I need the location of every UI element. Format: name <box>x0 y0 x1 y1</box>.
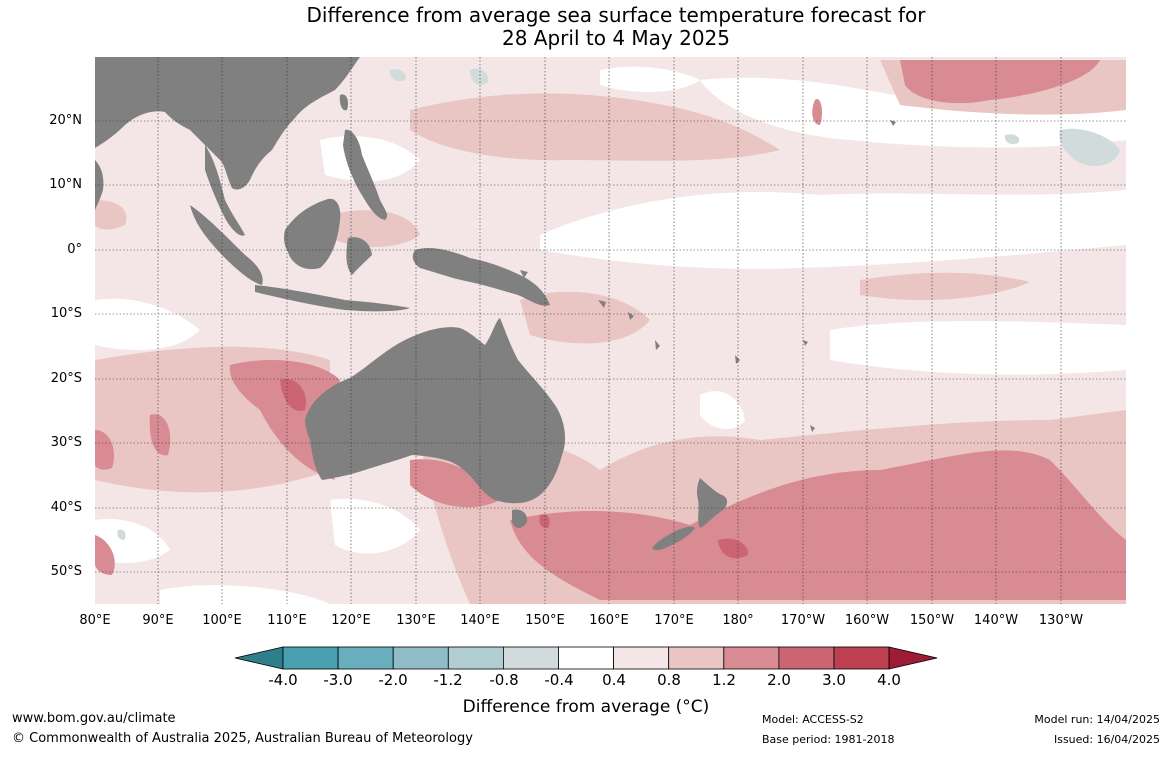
colorbar-segment <box>558 646 614 670</box>
lat-label-50s: 50°S <box>50 564 82 579</box>
new-zealand-north-island <box>696 478 728 528</box>
java-landmass <box>255 285 410 312</box>
lon-label-180: 180° <box>722 613 754 628</box>
colorbar-tick-label: -0.8 <box>489 671 519 689</box>
colorbar-tick-label: 0.8 <box>657 671 681 689</box>
colorbar-segment <box>833 646 890 670</box>
colorbar-title: Difference from average (°C) <box>462 697 710 717</box>
lon-label-150e: 150°E <box>525 613 565 628</box>
colorbar-tick-label: 2.0 <box>767 671 791 689</box>
lon-label-110e: 110°E <box>267 613 307 628</box>
colorbar-extend-low <box>234 646 284 670</box>
colorbar-segment <box>778 646 835 670</box>
lat-label-0: 0° <box>67 242 82 257</box>
title-line-1: Difference from average sea surface temp… <box>306 3 926 27</box>
lon-label-90e: 90°E <box>142 613 174 628</box>
colorbar-tick-label: -3.0 <box>323 671 353 689</box>
graticule <box>95 57 1126 604</box>
new-zealand-south-island <box>652 526 695 551</box>
lat-label-20s: 20°S <box>50 371 82 386</box>
footer-base-period: Base period: 1981-2018 <box>762 733 895 746</box>
australia-landmass <box>305 318 566 504</box>
lon-label-160w: 160°W <box>844 613 890 628</box>
lat-label-10s: 10°S <box>50 306 82 321</box>
colorbar-tick-label: -2.0 <box>378 671 408 689</box>
land-masses <box>95 57 896 551</box>
colorbar-segment <box>668 646 725 670</box>
title-line-2: 28 April to 4 May 2025 <box>502 26 730 50</box>
colorbar-tick-label: 1.2 <box>712 671 736 689</box>
footer-website: www.bom.gov.au/climate <box>12 711 176 726</box>
colorbar-tick-label: 0.4 <box>602 671 626 689</box>
asia-mainland <box>95 57 360 190</box>
lon-label-130w: 130°W <box>1038 613 1084 628</box>
colorbar-segment <box>447 646 504 670</box>
lon-label-170w: 170°W <box>780 613 826 628</box>
lat-label-40s: 40°S <box>50 500 82 515</box>
lat-label-20n: 20°N <box>49 113 82 128</box>
footer-copyright: © Commonwealth of Australia 2025, Austra… <box>12 731 473 746</box>
very-strong-positive-areas <box>280 379 749 559</box>
malay-peninsula <box>205 145 245 236</box>
lat-label-10n: 10°N <box>49 177 82 192</box>
philippines-landmass <box>343 129 388 220</box>
weak-negative-areas <box>117 68 1120 540</box>
colorbar-tick-label: -1.2 <box>433 671 463 689</box>
lat-label-30s: 30°S <box>50 435 82 450</box>
colorbar-segment <box>337 646 394 670</box>
colorbar-tick-label: -0.4 <box>544 671 574 689</box>
colorbar-tick-label: 3.0 <box>822 671 846 689</box>
sulawesi-landmass <box>346 237 372 275</box>
colorbar-segment <box>723 646 780 670</box>
lon-label-80e: 80°E <box>79 613 111 628</box>
lon-label-150w: 150°W <box>909 613 955 628</box>
colorbar-tick-label: 4.0 <box>877 671 901 689</box>
lon-label-130e: 130°E <box>396 613 436 628</box>
taiwan-landmass <box>339 94 349 111</box>
lon-label-140w: 140°W <box>973 613 1019 628</box>
lon-label-140e: 140°E <box>460 613 500 628</box>
colorbar-extend-high <box>888 646 938 670</box>
footer-model-run: Model run: 14/04/2025 <box>1034 713 1160 726</box>
lon-label-160e: 160°E <box>589 613 629 628</box>
colorbar-segment <box>613 646 670 670</box>
lon-label-120e: 120°E <box>331 613 371 628</box>
sumatra-landmass <box>190 205 263 285</box>
footer-issued: Issued: 16/04/2025 <box>1053 733 1160 746</box>
map-title: Difference from average sea surface temp… <box>0 4 1173 50</box>
colorbar-segment <box>392 646 449 670</box>
colorbar-segment <box>282 646 339 670</box>
colorbar-tick-label: -4.0 <box>268 671 298 689</box>
borneo-landmass <box>284 198 341 270</box>
lon-label-100e: 100°E <box>202 613 242 628</box>
tasmania-landmass <box>512 509 528 528</box>
footer-model: Model: ACCESS-S2 <box>762 713 864 726</box>
map-field <box>95 57 1126 604</box>
hainan-landmass <box>261 129 273 141</box>
colorbar <box>234 646 938 670</box>
new-guinea-landmass <box>412 247 550 306</box>
lon-label-170e: 170°E <box>654 613 694 628</box>
strong-positive-areas <box>95 60 1126 600</box>
colorbar-segment <box>502 646 559 670</box>
